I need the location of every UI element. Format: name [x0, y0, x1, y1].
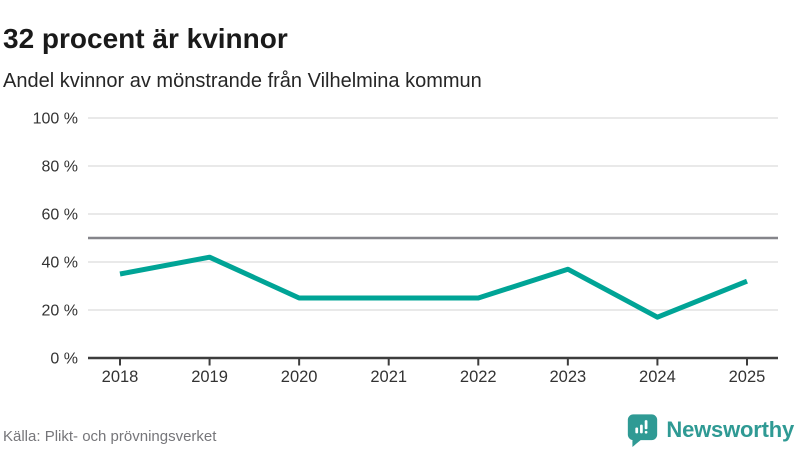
- x-tick-label: 2020: [281, 368, 318, 386]
- y-tick-label: 60 %: [42, 207, 78, 224]
- line-chart: 0 % 20 % 40 % 60 % 80 % 100 % 2018 2019 2020 2021…: [33, 111, 778, 386]
- y-tick-label: 0 %: [50, 351, 78, 368]
- x-tick-label: 2023: [549, 368, 586, 386]
- x-tick-label: 2025: [729, 368, 766, 386]
- y-tick-label: 100 %: [33, 111, 78, 128]
- page-title: 32 procent är kvinnor: [3, 22, 288, 54]
- trend-line: [119, 254, 748, 320]
- newsworthy-chart-bubble-icon: [628, 414, 658, 447]
- chart-subtitle: Andel kvinnor av mönstrande från Vilhelm…: [3, 70, 482, 92]
- y-tick-label: 80 %: [42, 159, 78, 176]
- y-tick-label: 20 %: [42, 303, 78, 320]
- x-tick-label: 2018: [102, 368, 139, 386]
- newsworthy-wordmark: Newsworthy: [666, 417, 794, 442]
- x-tick-label: 2024: [639, 368, 676, 386]
- x-tick-label: 2019: [191, 368, 228, 386]
- newsworthy-logo: Newsworthy: [626, 413, 794, 447]
- x-tick-label: 2022: [460, 368, 497, 386]
- y-tick-label: 40 %: [42, 255, 78, 272]
- source-note: Källa: Plikt- och prövningsverket: [3, 428, 217, 445]
- x-tick-label: 2021: [370, 368, 407, 386]
